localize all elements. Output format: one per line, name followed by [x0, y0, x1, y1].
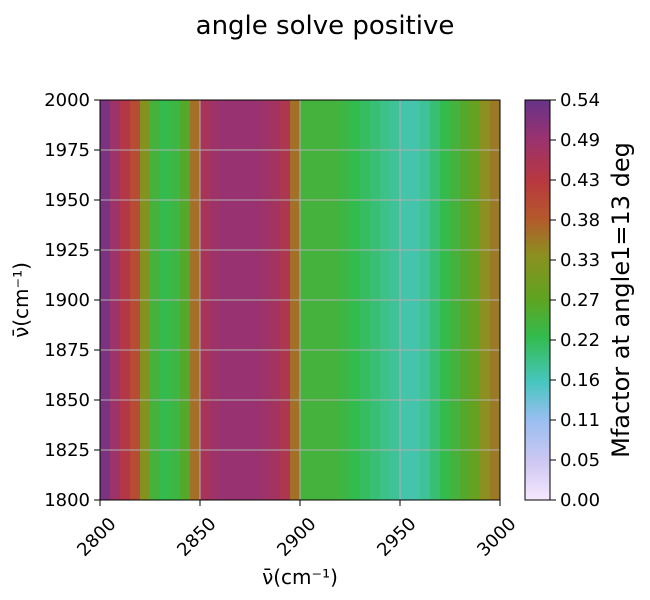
colorbar-tick-label: 0.33: [560, 250, 600, 271]
y-tick-label: 1800: [44, 490, 90, 511]
y-tick-label: 1900: [44, 290, 90, 311]
y-tick-label: 1975: [44, 140, 90, 161]
colorbar-tick-label: 0.22: [560, 330, 600, 351]
x-tick-label: 2950: [373, 514, 420, 561]
colorbar-tick-label: 0.38: [560, 210, 600, 231]
y-tick-label: 1850: [44, 390, 90, 411]
y-tick-label: 1875: [44, 340, 90, 361]
x-tick-label: 2850: [173, 514, 220, 561]
y-axis-label: ν̄(cm⁻¹): [9, 262, 33, 338]
colorbar-tick-label: 0.05: [560, 450, 600, 471]
y-tick-label: 2000: [44, 90, 90, 111]
x-axis-ticks: 2800 2850 2900 2950 3000: [73, 500, 520, 561]
colorbar-tick-label: 0.16: [560, 370, 600, 391]
colorbar-tick-label: 0.11: [560, 410, 600, 431]
x-tick-label: 3000: [473, 514, 520, 561]
x-tick-label: 2900: [273, 514, 320, 561]
chart-title: angle solve positive: [196, 11, 455, 41]
colorbar: [524, 99, 551, 501]
x-tick-label: 2800: [73, 514, 120, 561]
colorbar-tick-label: 0.54: [560, 90, 600, 111]
colorbar-label: Mfactor at angle1=13 deg: [607, 142, 635, 458]
y-tick-label: 1825: [44, 440, 90, 461]
colorbar-tick-label: 0.27: [560, 290, 600, 311]
y-tick-label: 1925: [44, 240, 90, 261]
colorbar-tick-label: 0.49: [560, 130, 600, 151]
colorbar-tick-label: 0.43: [560, 170, 600, 191]
y-tick-label: 1950: [44, 190, 90, 211]
y-axis-ticks: 1800 1825 1850 1875 1900 1925 1950 1975 2000: [44, 90, 100, 511]
colorbar-ticks: 0.00 0.05 0.11 0.16 0.22 0.27 0.33 0.38 0.43 0.49…: [550, 90, 600, 511]
colorbar-tick-label: 0.00: [560, 490, 600, 511]
x-axis-label: ν̄(cm⁻¹): [262, 565, 338, 589]
